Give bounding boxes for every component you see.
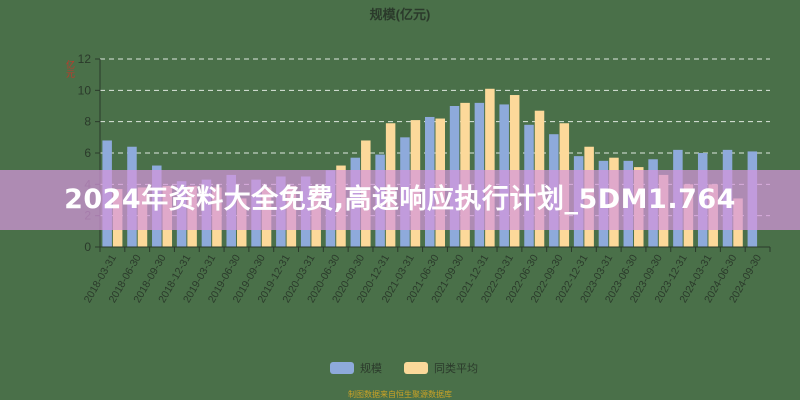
- data-source-note: 制图数据来自恒生聚源数据库: [348, 390, 452, 399]
- legend: 规模 同类平均: [330, 360, 492, 376]
- overlay-banner-text: 2024年资料大全免费,高速响应执行计划_5DM1.764: [64, 184, 736, 215]
- y-tick-label: 12: [78, 52, 92, 66]
- legend-swatch-peer-average: [404, 362, 428, 374]
- legend-label-scale: 规模: [360, 363, 382, 375]
- y-tick-label: 8: [84, 115, 91, 129]
- legend-item-scale[interactable]: 规模: [330, 360, 382, 376]
- legend-item-peer-average[interactable]: 同类平均: [404, 360, 478, 376]
- y-axis-unit-label: 亿元: [65, 60, 75, 78]
- overlay-banner: [0, 170, 800, 230]
- x-axis: 2018-03-312018-06-302018-09-302018-12-31…: [82, 246, 771, 305]
- y-tick-label: 10: [78, 83, 92, 97]
- legend-label-peer-average: 同类平均: [434, 363, 478, 375]
- bar[interactable]: [485, 88, 495, 248]
- y-tick-label: 6: [84, 146, 91, 160]
- y-tick-label: 0: [84, 240, 91, 254]
- chart-title: 规模(亿元): [369, 7, 431, 22]
- legend-swatch-scale: [330, 362, 354, 374]
